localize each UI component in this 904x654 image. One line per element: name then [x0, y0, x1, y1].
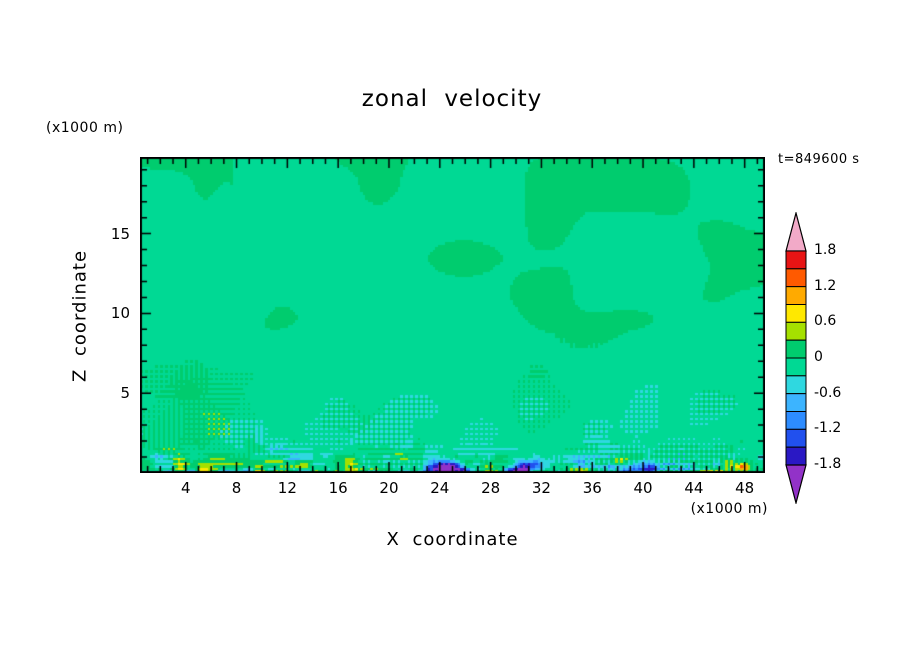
x-tick-label: 40 [633, 479, 653, 497]
z-tick-label: 5 [120, 384, 130, 403]
colorbar-tick-label: 1.2 [814, 277, 837, 294]
colorbar-segment [785, 304, 807, 323]
colorbar-segment [785, 286, 807, 305]
colorbar-tick-label: 0 [814, 349, 823, 365]
colorbar-segment [785, 250, 807, 270]
colorbar-tick-label: 1.8 [814, 242, 837, 258]
colorbar [784, 210, 808, 506]
x-tick-label: 24 [430, 479, 450, 497]
x-tick-label: 44 [684, 479, 704, 497]
colorbar-segment [785, 357, 807, 377]
chart-title: zonal velocity [361, 86, 543, 112]
colorbar-over-arrow [785, 210, 807, 252]
colorbar-segment [785, 268, 807, 288]
x-tick-label: 8 [231, 479, 242, 497]
colorbar-under-arrow [785, 464, 807, 506]
z-tick-label: 15 [110, 224, 130, 243]
colorbar-tick-label: -1.8 [814, 456, 842, 472]
x-tick-label: 28 [481, 479, 501, 497]
x-tick-label: 16 [328, 479, 348, 497]
heatmap-canvas [140, 157, 765, 473]
x-tick-label: 20 [379, 479, 399, 497]
colorbar-tick-label: 0.6 [814, 313, 837, 330]
x-tick-label: 4 [180, 479, 191, 497]
colorbar-segment [785, 321, 807, 341]
colorbar-segment [785, 375, 807, 395]
x-axis-units-label: (x1000 m) [690, 501, 768, 517]
z-tick-label: 10 [110, 304, 130, 323]
colorbar-segment [785, 411, 807, 430]
z-axis-units-label: (x1000 m) [46, 120, 124, 136]
x-tick-label: 32 [531, 479, 551, 497]
x-tick-label: 48 [735, 479, 755, 497]
colorbar-tick-label: -1.2 [814, 420, 842, 437]
x-tick-label: 12 [277, 479, 297, 497]
time-annotation: t=849600 s [778, 152, 860, 167]
colorbar-segment [785, 428, 807, 448]
z-axis-title: Z coordinate [69, 249, 91, 383]
colorbar-segment [785, 339, 807, 359]
colorbar-tick-label: -0.6 [814, 384, 842, 401]
x-tick-label: 36 [582, 479, 602, 497]
x-axis-title: X coordinate [386, 529, 519, 550]
colorbar-segment [785, 393, 807, 413]
colorbar-segment [785, 446, 807, 466]
